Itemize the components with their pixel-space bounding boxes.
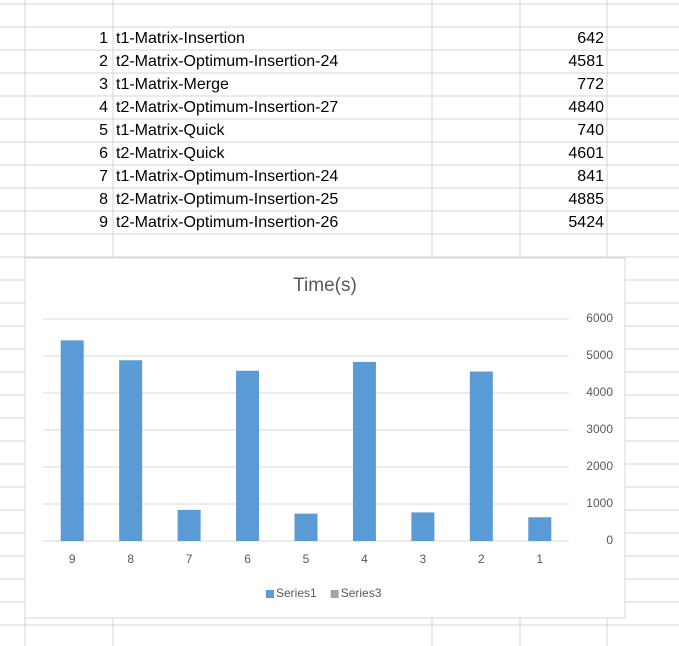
time-value: 4885 [568,191,604,208]
algorithm-name: t1-Matrix-Optimum-Insertion-24 [116,168,338,185]
chart-area[interactable] [24,257,626,619]
y-tick-label: 6000 [586,311,613,325]
time-value: 841 [577,168,604,185]
row-index: 2 [99,53,108,70]
bar [469,371,493,541]
row-index: 7 [99,168,108,185]
bar [236,370,260,541]
time-value: 740 [577,122,604,139]
bar [411,512,435,541]
x-tick-label: 2 [478,552,485,566]
bar [119,360,143,541]
bar [352,361,376,541]
legend-label: Series1 [276,586,317,600]
x-tick-label: 4 [361,552,368,566]
time-value: 5424 [568,214,604,231]
algorithm-name: t1-Matrix-Merge [116,76,229,93]
bar [528,517,552,541]
row-index: 8 [99,191,108,208]
x-tick-label: 8 [127,552,134,566]
time-value: 4840 [568,99,604,116]
legend-label: Series3 [341,586,382,600]
legend-swatch [266,590,274,598]
time-value: 642 [577,30,604,47]
bar [294,513,318,541]
algorithm-name: t2-Matrix-Quick [116,145,225,162]
row-index: 3 [99,76,108,93]
cells: 1 t1-Matrix-Insertion 642 2 t2-Matrix-Optimu… [99,30,604,231]
y-tick-label: 0 [606,533,613,547]
row-index: 4 [99,99,108,116]
row-index: 6 [99,145,108,162]
algorithm-name: t2-Matrix-Optimum-Insertion-25 [116,191,338,208]
x-tick-label: 1 [536,552,543,566]
time-value: 772 [577,76,604,93]
bar [177,509,201,541]
algorithm-name: t2-Matrix-Optimum-Insertion-24 [116,53,338,70]
y-tick-label: 2000 [586,459,613,473]
chart-title: Time(s) [293,275,357,296]
algorithm-name: t2-Matrix-Optimum-Insertion-26 [116,214,338,231]
legend-swatch [330,590,339,598]
x-tick-label: 9 [69,552,76,566]
x-tick-label: 5 [303,552,310,566]
y-tick-label: 5000 [586,348,613,362]
row-index: 1 [99,30,108,47]
row-index: 9 [99,214,108,231]
algorithm-name: t1-Matrix-Quick [116,122,225,139]
bar [60,340,84,541]
algorithm-name: t1-Matrix-Insertion [116,30,245,47]
chart: 0 1000 2000 3000 4000 5000 6000 9 8 7 6 5 4 3 2 1 Series… [43,311,613,600]
x-tick-label: 3 [420,552,427,566]
y-tick-label: 3000 [586,422,613,436]
y-tick-label: 1000 [586,496,613,510]
algorithm-name: t2-Matrix-Optimum-Insertion-27 [116,99,338,116]
row-index: 5 [99,122,108,139]
x-tick-label: 6 [244,552,251,566]
time-value: 4601 [568,145,604,162]
y-tick-label: 4000 [586,385,613,399]
x-tick-label: 7 [186,552,193,566]
time-value: 4581 [568,53,604,70]
